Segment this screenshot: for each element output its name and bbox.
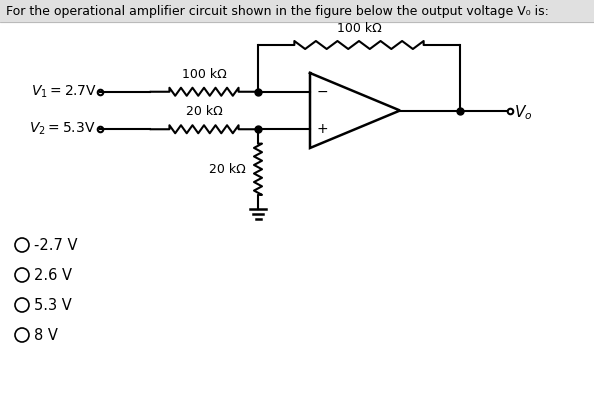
- Text: $V_2 = 5.3\mathrm{V}$: $V_2 = 5.3\mathrm{V}$: [30, 121, 96, 138]
- Text: For the operational amplifier circuit shown in the figure below the output volta: For the operational amplifier circuit sh…: [6, 5, 549, 17]
- Text: $V_1 = 2.7\mathrm{V}$: $V_1 = 2.7\mathrm{V}$: [30, 83, 96, 100]
- Text: −: −: [317, 85, 328, 99]
- Text: +: +: [317, 122, 328, 136]
- Text: 2.6 V: 2.6 V: [34, 268, 72, 282]
- Text: -2.7 V: -2.7 V: [34, 237, 77, 252]
- Text: 8 V: 8 V: [34, 328, 58, 342]
- Text: 20 kΩ: 20 kΩ: [209, 163, 246, 176]
- Text: 5.3 V: 5.3 V: [34, 297, 72, 313]
- Text: 100 kΩ: 100 kΩ: [182, 68, 226, 81]
- Text: $V_o$: $V_o$: [514, 103, 532, 122]
- Text: 20 kΩ: 20 kΩ: [185, 105, 222, 118]
- Text: 100 kΩ: 100 kΩ: [337, 22, 381, 35]
